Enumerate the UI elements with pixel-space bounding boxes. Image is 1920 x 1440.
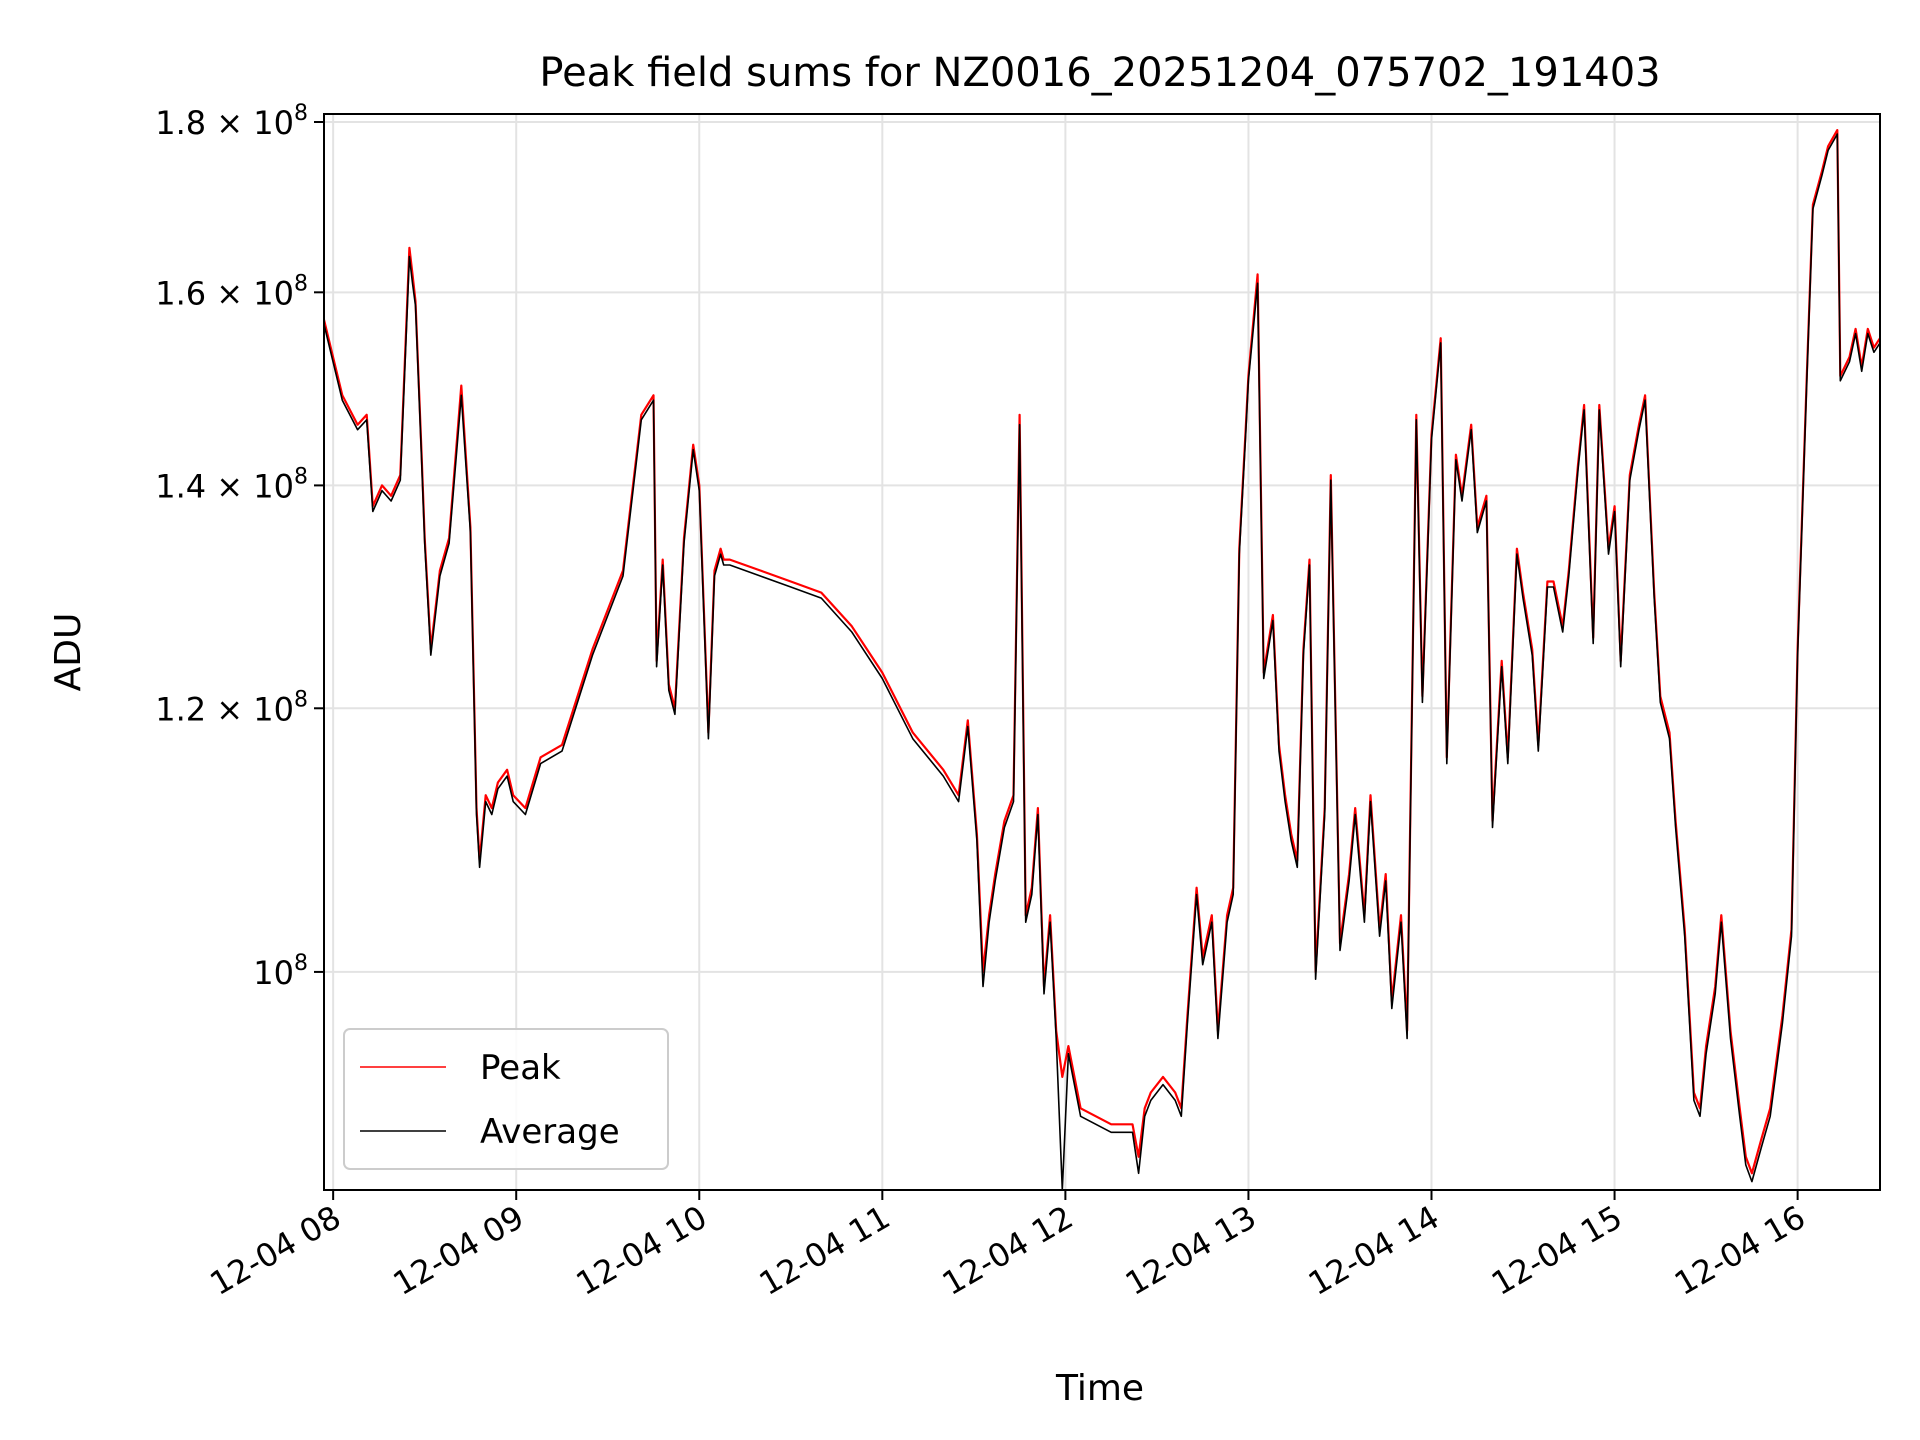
plot-frame: [323, 113, 1881, 1191]
y-tick-label: 1.6 × 108: [155, 271, 308, 312]
y-tick-label: 108: [253, 951, 308, 992]
y-tick-mantissa: 1.6 × 10: [155, 274, 294, 312]
x-axis-label: Time: [1055, 1368, 1144, 1409]
legend-peak-label: Peak: [480, 1048, 561, 1088]
grid: [324, 114, 1880, 1190]
y-tick-label: 1.2 × 108: [155, 687, 308, 728]
legend: Peak Average: [343, 1028, 669, 1170]
y-tick-exponent: 8: [294, 464, 308, 489]
y-tick-mantissa: 10: [253, 954, 294, 992]
y-tick-mantissa: 1.8 × 10: [155, 104, 294, 142]
chart-title: Peak field sums for NZ0016_20251204_0757…: [539, 50, 1660, 96]
y-tick-label: 1.4 × 108: [155, 464, 308, 505]
y-tick-exponent: 8: [294, 101, 308, 126]
series-line-average: [323, 133, 1881, 1191]
y-tick-mantissa: 1.2 × 10: [155, 690, 294, 728]
series-lines: [322, 129, 1881, 1191]
y-tick-exponent: 8: [294, 951, 308, 976]
y-tick-label: 1.8 × 108: [155, 101, 308, 142]
y-tick-mantissa: 1.4 × 10: [155, 467, 294, 505]
y-tick-exponent: 8: [294, 687, 308, 712]
legend-box: [343, 1028, 669, 1170]
y-tick-exponent: 8: [294, 271, 308, 296]
legend-average-label: Average: [480, 1112, 620, 1152]
y-axis-label: ADU: [48, 613, 89, 692]
